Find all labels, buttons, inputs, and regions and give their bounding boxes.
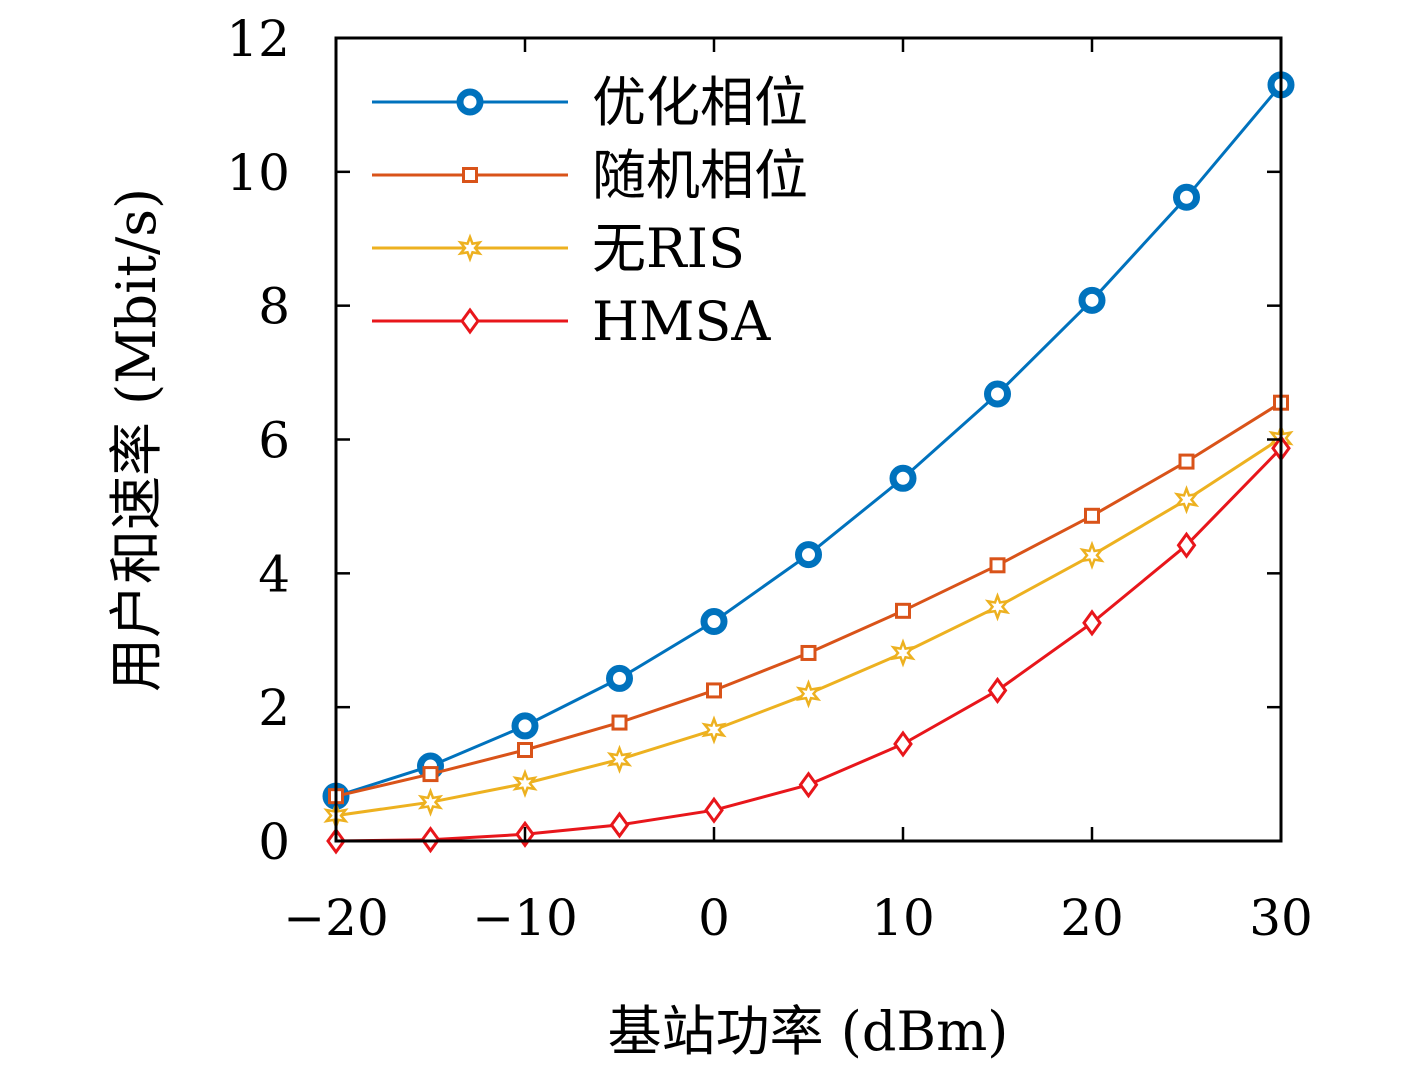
- plot-area: [336, 38, 1281, 841]
- series-0-point: [606, 664, 633, 692]
- series-0-point: [984, 380, 1011, 408]
- series-0-point: [795, 541, 822, 569]
- ticks-layer: −20 −10 0 10 20 30 0 2 4 6 8 10 12: [226, 10, 1312, 947]
- series-2-point: [1079, 540, 1105, 570]
- legend-marker: [460, 307, 480, 335]
- legend-label: 优化相位: [592, 71, 808, 134]
- series-3-point: [893, 730, 913, 758]
- series-3-point: [987, 676, 1008, 704]
- legend-label: 随机相位: [592, 144, 808, 207]
- series-3-point: [1176, 531, 1197, 559]
- y-tick-label: 2: [258, 679, 290, 737]
- series-layer: [322, 71, 1295, 855]
- series-1-point: [1178, 453, 1195, 470]
- series-1-point: [706, 682, 722, 699]
- legend-entry: 随机相位: [372, 144, 808, 207]
- series-3-point: [798, 771, 819, 799]
- x-tick-label: −10: [472, 889, 578, 947]
- legend-marker: [456, 88, 484, 116]
- x-tick-label: 30: [1249, 889, 1313, 947]
- series-0-point: [889, 464, 917, 492]
- legend-entry: HMSA: [372, 290, 771, 353]
- y-tick-label: 4: [258, 545, 290, 603]
- series-2-point: [417, 787, 444, 817]
- y-tick-label: 12: [226, 10, 290, 68]
- series-2-point: [606, 744, 633, 774]
- series-0-point: [1078, 286, 1106, 314]
- x-tick-label: 0: [698, 889, 730, 947]
- y-axis-title: 用户和速率 (Mbit/s): [105, 188, 168, 692]
- legend-label: 无RIS: [592, 217, 745, 280]
- series-1-point: [611, 714, 628, 731]
- y-tick-label: 6: [258, 412, 290, 470]
- series-2: [323, 423, 1294, 831]
- series-3-point: [1082, 609, 1102, 637]
- series-1-point: [895, 602, 911, 619]
- series-1-point: [1084, 507, 1100, 524]
- x-tick-label: 20: [1060, 889, 1124, 947]
- x-tick-label: 10: [871, 889, 935, 947]
- x-axis-title: 基站功率 (dBm): [608, 1000, 1009, 1063]
- series-2-point: [701, 715, 727, 745]
- legend-marker: [457, 233, 483, 263]
- series-3-point: [704, 796, 724, 824]
- y-tick-label: 0: [258, 813, 290, 871]
- y-tick-label: 10: [226, 144, 290, 202]
- series-1-point: [800, 644, 817, 661]
- series-1-point: [517, 741, 533, 758]
- series-2-point: [984, 592, 1011, 622]
- series-2-point: [795, 679, 822, 709]
- series-0-point: [700, 608, 728, 636]
- y-tick-label: 8: [258, 278, 290, 336]
- series-2-point: [512, 768, 538, 799]
- x-tick-label: −20: [283, 889, 389, 947]
- legend-entry: 优化相位: [372, 71, 808, 134]
- series-0-point: [511, 712, 539, 740]
- series-3-point: [609, 811, 630, 839]
- series-2-point: [890, 638, 916, 668]
- legend-entry: 无RIS: [372, 217, 745, 280]
- series-0-point: [1173, 183, 1200, 211]
- series-2-point: [1173, 485, 1200, 515]
- legend-label: HMSA: [592, 290, 771, 353]
- series-1-point: [422, 766, 439, 783]
- series-1-point: [989, 557, 1006, 574]
- legend-marker: [462, 167, 478, 183]
